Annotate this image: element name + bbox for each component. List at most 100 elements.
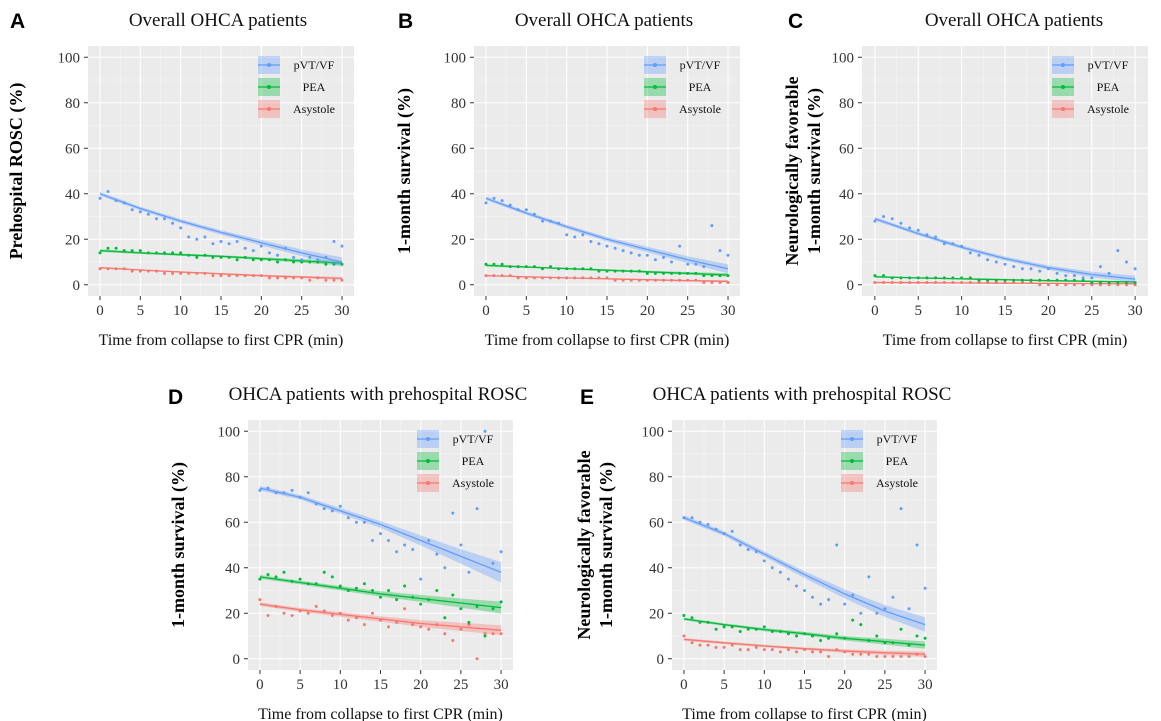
data-point — [1090, 281, 1094, 284]
data-point — [670, 271, 673, 275]
data-point — [491, 561, 495, 565]
legend-label: PEA — [462, 454, 485, 468]
data-point — [499, 632, 503, 636]
data-point — [581, 233, 585, 237]
data-point — [1046, 283, 1050, 287]
x-tick-label: 30 — [721, 303, 736, 319]
series-pea — [484, 262, 730, 278]
data-point — [882, 281, 885, 284]
data-point — [362, 623, 366, 627]
data-point — [637, 269, 641, 273]
data-point — [411, 595, 415, 599]
data-point — [354, 616, 358, 620]
data-point — [645, 278, 649, 282]
y-tick-label: 80 — [225, 470, 240, 486]
data-point — [508, 265, 512, 269]
series-pvtvf — [873, 215, 1137, 283]
legend: pVT/VF PEA Asystole — [417, 430, 494, 492]
data-point — [395, 550, 399, 554]
data-point — [977, 281, 981, 284]
data-point — [251, 274, 255, 278]
data-point — [1029, 278, 1033, 282]
data-point — [714, 527, 718, 531]
data-point — [235, 258, 239, 262]
data-point — [516, 276, 520, 280]
data-point — [155, 269, 158, 273]
x-tick-label: 0 — [482, 303, 490, 319]
data-point — [706, 643, 710, 647]
data-point — [114, 246, 118, 250]
panel-title: OHCA patients with prehospital ROSC — [229, 384, 528, 405]
series-pea — [258, 570, 503, 638]
data-point — [179, 251, 183, 255]
data-point — [770, 630, 774, 633]
y-axis-label-line: Neurologically favorable — [574, 450, 594, 639]
data-point — [726, 274, 730, 278]
x-axis-label: Time from collapse to first CPR (min) — [485, 332, 730, 349]
data-point — [227, 274, 231, 278]
data-point — [916, 281, 920, 284]
data-point — [718, 274, 722, 278]
legend-label: Asystole — [452, 476, 494, 490]
y-axis-label-line: Prehospital ROSC (%) — [6, 83, 27, 260]
data-point — [682, 516, 686, 520]
x-tick-label: 20 — [837, 677, 852, 693]
data-point — [1029, 281, 1033, 284]
legend-key-point — [1061, 63, 1065, 67]
data-point — [491, 632, 495, 636]
y-axis-label-line: 1-month survival (%) — [394, 88, 415, 254]
data-point — [492, 196, 496, 200]
legend-key-point — [1061, 85, 1065, 89]
data-point — [314, 604, 318, 608]
x-tick-label: 15 — [998, 303, 1013, 319]
data-point — [130, 249, 134, 253]
panel-e: 0 20 40 60 80 100 0 5 10 15 20 25 30 pVT/VF PEA Asystol… — [574, 384, 951, 721]
data-point — [138, 210, 142, 214]
data-point — [316, 258, 320, 262]
data-point — [138, 249, 142, 253]
x-axis-label: Time from collapse to first CPR (min) — [258, 706, 503, 721]
data-point — [203, 253, 207, 257]
panel-letter: A — [10, 10, 25, 33]
data-point — [308, 255, 312, 259]
panel-c: 0 20 40 60 80 100 0 5 10 15 20 25 30 pVT/VF PEA Asystol… — [782, 10, 1148, 349]
y-tick-label: 20 — [649, 606, 664, 622]
data-point — [1038, 283, 1042, 287]
data-point — [316, 260, 320, 264]
data-point — [686, 278, 690, 282]
data-point — [819, 602, 823, 606]
data-point — [340, 244, 344, 248]
data-point — [227, 255, 231, 259]
y-tick-label: 100 — [58, 50, 81, 66]
data-point — [290, 488, 294, 492]
data-point — [637, 253, 641, 257]
data-point — [1107, 271, 1111, 275]
data-point — [427, 598, 431, 602]
data-point — [923, 586, 927, 590]
data-point — [330, 575, 334, 579]
data-point — [1072, 278, 1076, 282]
data-point — [670, 260, 673, 264]
data-point — [891, 655, 895, 658]
data-point — [951, 276, 955, 280]
data-point — [179, 226, 183, 230]
y-tick-label: 0 — [459, 278, 467, 294]
data-point — [795, 634, 798, 638]
data-point — [338, 504, 342, 508]
data-point — [951, 242, 955, 246]
data-point — [702, 265, 706, 269]
data-point — [1046, 278, 1050, 282]
data-point — [986, 281, 990, 284]
data-point — [1038, 278, 1042, 282]
data-point — [419, 625, 423, 629]
data-point — [827, 598, 831, 602]
y-tick-label: 80 — [451, 96, 466, 112]
data-point — [541, 219, 544, 223]
data-point — [795, 650, 798, 654]
trend-line — [874, 218, 1136, 280]
legend-label: PEA — [303, 80, 326, 94]
data-point — [419, 577, 423, 581]
data-point — [251, 249, 255, 253]
data-point — [451, 639, 455, 642]
data-point — [195, 271, 199, 275]
